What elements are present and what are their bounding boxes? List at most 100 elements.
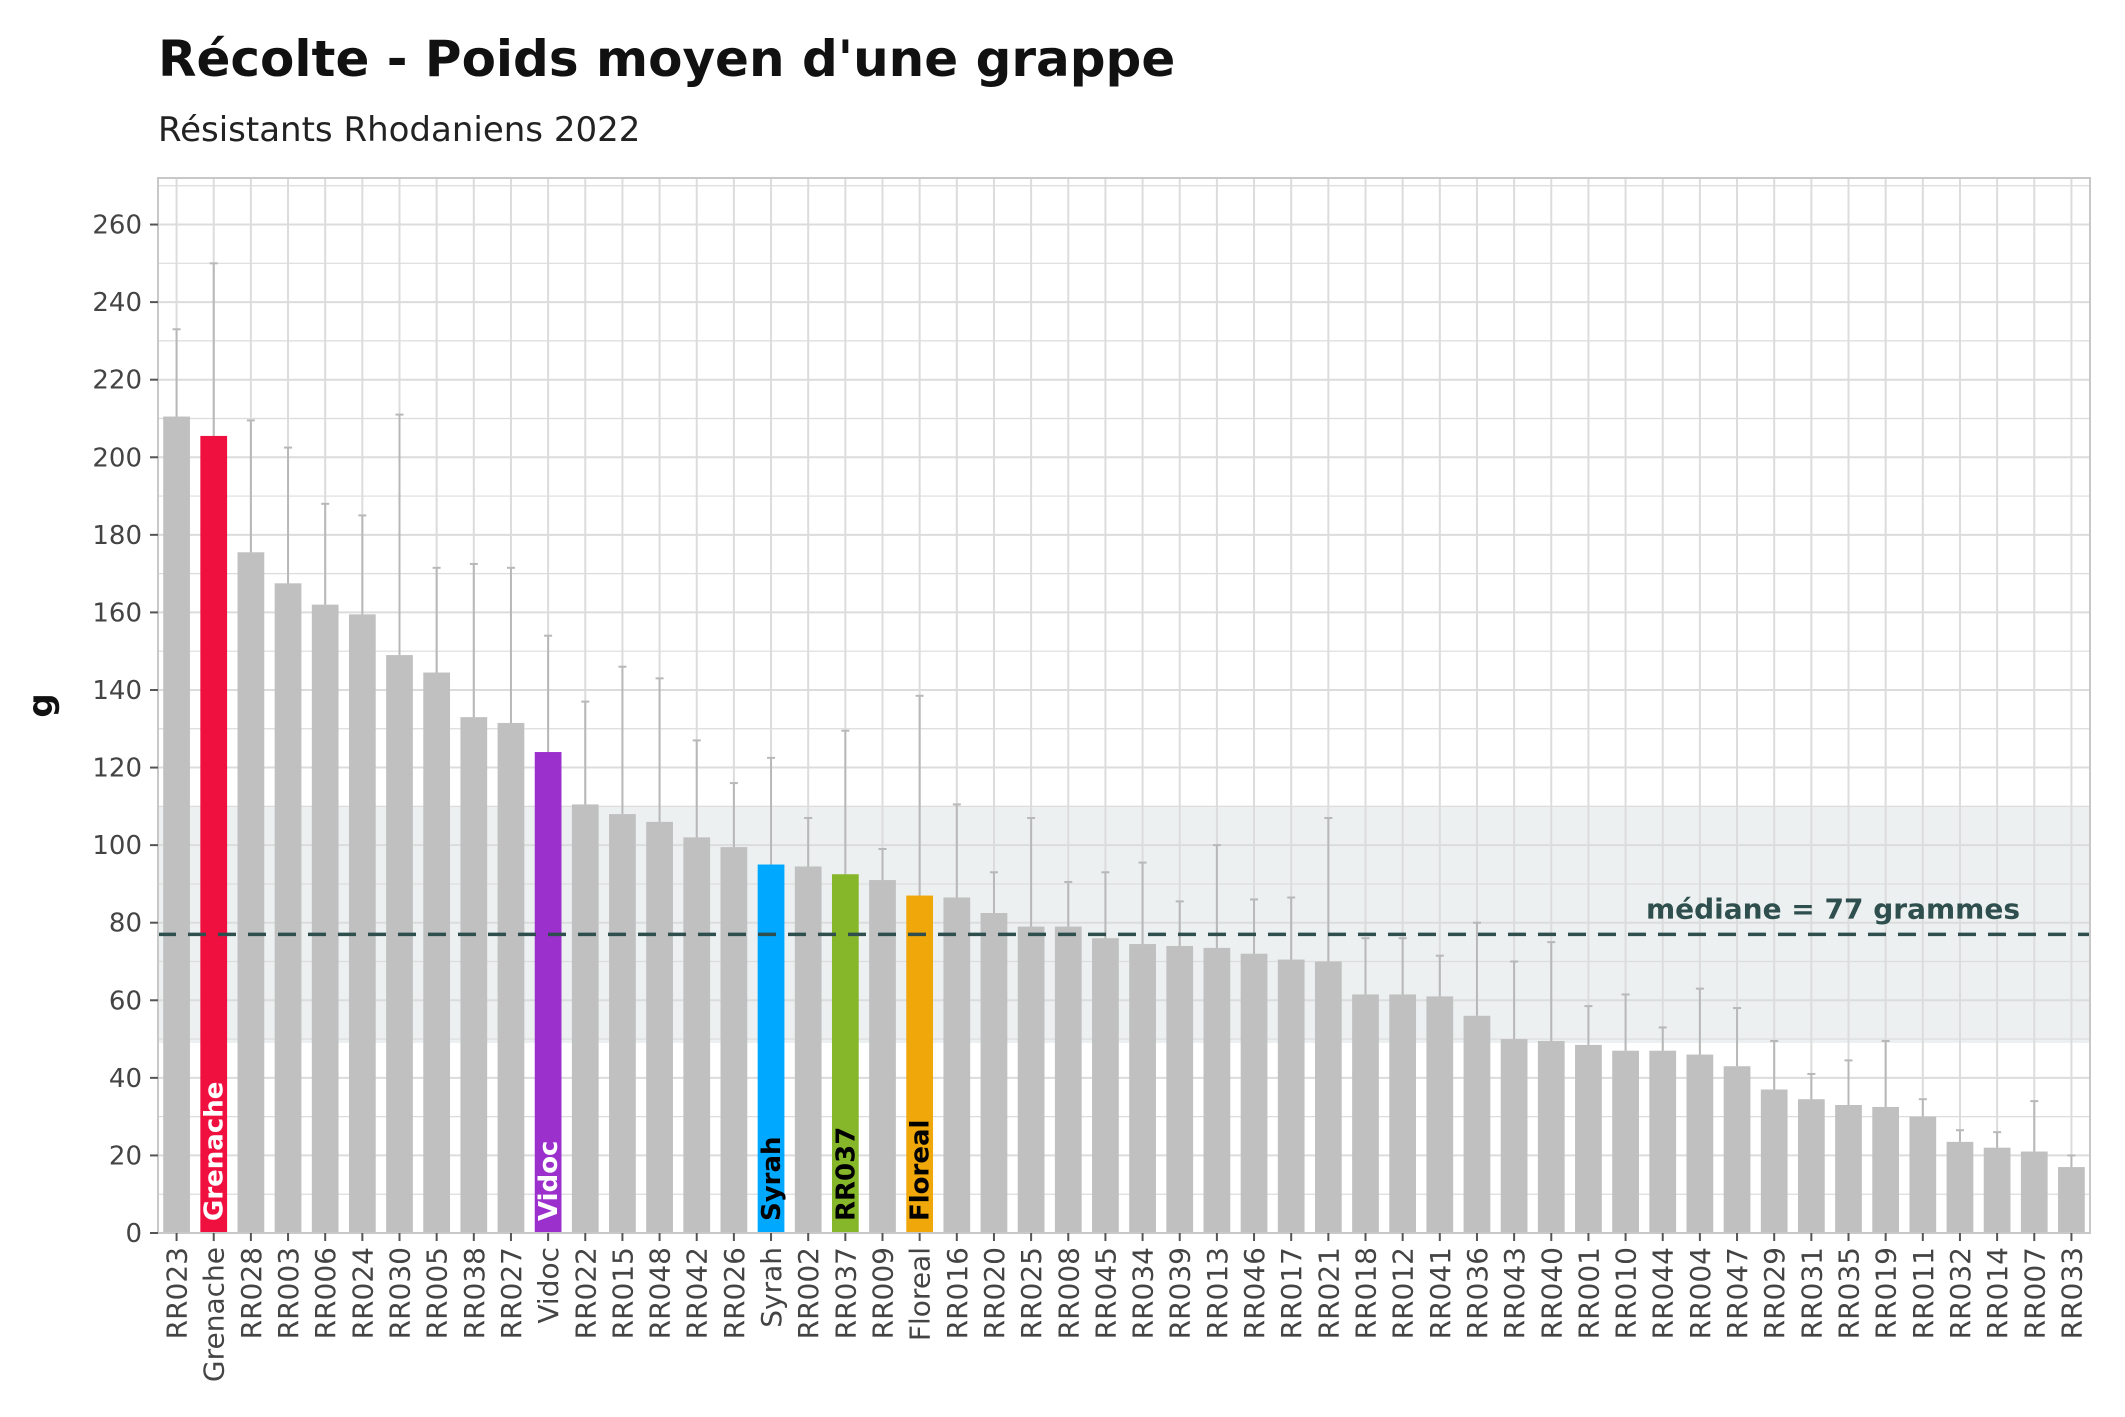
bar <box>980 913 1008 1233</box>
x-tick-label: RR020 <box>978 1247 1011 1339</box>
bar <box>906 895 934 1233</box>
x-tick-label: RR043 <box>1498 1247 1531 1339</box>
x-tick-label: RR021 <box>1312 1247 1345 1339</box>
bar <box>1909 1116 1937 1233</box>
x-tick-label: RR029 <box>1758 1247 1791 1339</box>
x-tick-label: RR047 <box>1721 1247 1754 1339</box>
bar <box>237 552 265 1233</box>
y-tick-label: 140 <box>92 676 142 706</box>
x-tick-label: RR011 <box>1907 1247 1940 1339</box>
bar <box>423 672 451 1233</box>
x-tick-label: RR026 <box>718 1247 751 1339</box>
x-tick-label: RR015 <box>606 1247 639 1339</box>
x-tick-label: RR032 <box>1944 1247 1977 1339</box>
x-tick-label: RR038 <box>458 1247 491 1339</box>
x-tick-label: RR003 <box>272 1247 305 1339</box>
bar <box>1092 938 1119 1233</box>
x-tick-label: Syrah <box>755 1247 788 1328</box>
bar <box>386 655 413 1233</box>
bar-label: Floreal <box>906 1120 936 1221</box>
y-tick-label: 100 <box>92 831 142 861</box>
bar <box>1797 1099 1825 1233</box>
x-tick-label: RR034 <box>1127 1247 1160 1339</box>
bar <box>683 837 711 1233</box>
y-tick-label: 40 <box>109 1064 142 1094</box>
x-tick-label: RR039 <box>1164 1247 1197 1339</box>
bar <box>757 864 785 1233</box>
chart-title: Récolte - Poids moyen d'une grappe <box>158 30 1176 88</box>
x-tick-label: RR030 <box>384 1247 417 1339</box>
y-tick-label: 20 <box>109 1141 142 1171</box>
bar <box>163 416 190 1234</box>
x-tick-label: RR024 <box>346 1247 379 1339</box>
bar <box>274 583 302 1233</box>
x-tick-label: RR014 <box>1981 1247 2014 1339</box>
bar <box>1835 1105 1862 1233</box>
bar <box>869 880 896 1233</box>
bar-label: Grenache <box>200 1082 230 1221</box>
x-tick-label: RR044 <box>1647 1247 1680 1339</box>
x-tick-label: RR004 <box>1684 1247 1717 1339</box>
x-tick-label: RR041 <box>1424 1247 1457 1339</box>
x-tick-label: RR008 <box>1052 1247 1085 1339</box>
bar <box>609 814 636 1233</box>
x-tick-label: RR005 <box>421 1247 454 1339</box>
x-tick-label: RR045 <box>1089 1247 1122 1339</box>
bar <box>646 821 673 1233</box>
bar <box>1054 926 1082 1233</box>
y-tick-label: 260 <box>92 211 142 241</box>
bar <box>1872 1106 1900 1233</box>
bar <box>497 722 525 1233</box>
bar <box>1277 959 1305 1233</box>
bar <box>1686 1054 1714 1233</box>
y-tick-label: 200 <box>92 443 142 473</box>
bar <box>1575 1044 1602 1233</box>
y-tick-label: 120 <box>92 754 142 784</box>
x-tick-label: RR027 <box>495 1247 528 1339</box>
x-tick-label: RR018 <box>1350 1247 1383 1339</box>
bar-label: RR037 <box>831 1127 861 1221</box>
chart-subtitle: Résistants Rhodaniens 2022 <box>158 110 641 150</box>
bar <box>1352 994 1379 1233</box>
x-tick-label: RR010 <box>1610 1247 1643 1339</box>
bar <box>200 435 228 1233</box>
x-tick-label: RR025 <box>1015 1247 1048 1339</box>
x-tick-label: RR022 <box>569 1247 602 1339</box>
x-tick-label: RR002 <box>792 1247 825 1339</box>
y-tick-label: 180 <box>92 521 142 551</box>
y-tick-label: 80 <box>109 909 142 939</box>
bar <box>534 752 562 1233</box>
x-tick-label: Vidoc <box>532 1247 565 1324</box>
x-tick-label: RR031 <box>1795 1247 1828 1339</box>
x-tick-label: RR033 <box>2055 1247 2088 1339</box>
x-tick-label: RR023 <box>161 1247 194 1339</box>
x-tick-label: RR016 <box>941 1247 974 1339</box>
bar <box>1389 994 1417 1233</box>
x-tick-label: RR037 <box>829 1247 862 1339</box>
x-tick-label: Floreal <box>904 1247 937 1341</box>
bar <box>2020 1151 2048 1233</box>
bar <box>1017 926 1045 1233</box>
x-tick-label: RR040 <box>1535 1247 1568 1339</box>
bar <box>1463 1015 1491 1233</box>
plot-border <box>157 177 2091 1234</box>
bar <box>571 804 599 1233</box>
bar <box>1723 1066 1751 1233</box>
bar-label: Syrah <box>757 1136 787 1221</box>
bar <box>460 717 488 1233</box>
bar <box>1203 947 1231 1233</box>
x-tick-label: RR013 <box>1201 1247 1234 1339</box>
y-tick-label: 220 <box>92 366 142 396</box>
bar <box>720 847 748 1233</box>
bar-label: Vidoc <box>534 1141 564 1221</box>
x-tick-label: RR036 <box>1461 1247 1494 1339</box>
bar <box>348 614 376 1233</box>
x-tick-label: RR009 <box>867 1247 900 1339</box>
bar <box>1426 996 1454 1233</box>
bar <box>1240 953 1268 1233</box>
bar <box>1649 1050 1677 1233</box>
x-tick-label: RR006 <box>309 1247 342 1339</box>
bar <box>1983 1147 2011 1233</box>
bar <box>1537 1041 1565 1233</box>
y-tick-label: 240 <box>92 288 142 318</box>
